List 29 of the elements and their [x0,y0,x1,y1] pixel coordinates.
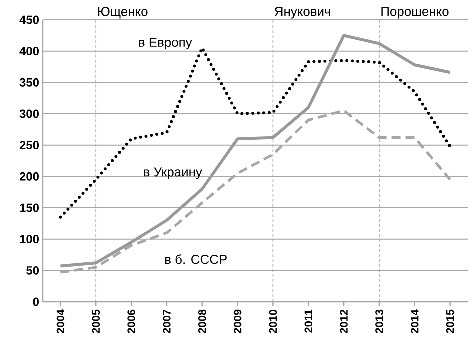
series-label: в Украину [144,168,202,180]
x-tick-label: 2005 [92,310,100,334]
x-tick-label: 2012 [340,310,348,334]
series-label: в Европу [139,38,192,50]
y-tick-label: 100 [20,235,39,244]
series-label: в б. СССР [166,254,227,264]
y-tick-label: 150 [20,204,39,212]
x-tick-label: 2007 [163,310,171,334]
x-tick-label: 2015 [446,310,454,334]
y-tick-label: 250 [20,141,39,150]
x-tick-label: 2010 [269,310,278,334]
ref-line-label: Ющенко [98,7,148,19]
x-tick-label: 2008 [198,310,206,334]
y-tick-label: 350 [20,78,39,87]
y-tick-label: 450 [20,16,39,24]
x-tick-label: 2004 [56,310,65,334]
y-tick-label: 400 [20,47,39,56]
x-tick-label: 2011 [304,310,313,333]
y-tick-label: 0 [33,298,39,306]
x-tick-label: 2013 [376,310,384,334]
ref-line-label: Порошенко [382,7,449,19]
line-series [59,110,452,274]
x-tick-label: 2009 [234,310,242,334]
y-tick-label: 300 [20,110,39,118]
x-tick-label: 2014 [411,310,419,334]
x-tick-label: 2006 [128,310,136,334]
y-tick-label: 200 [20,172,39,181]
ref-line-label: Янукович [275,7,330,19]
y-tick-label: 50 [26,266,39,275]
